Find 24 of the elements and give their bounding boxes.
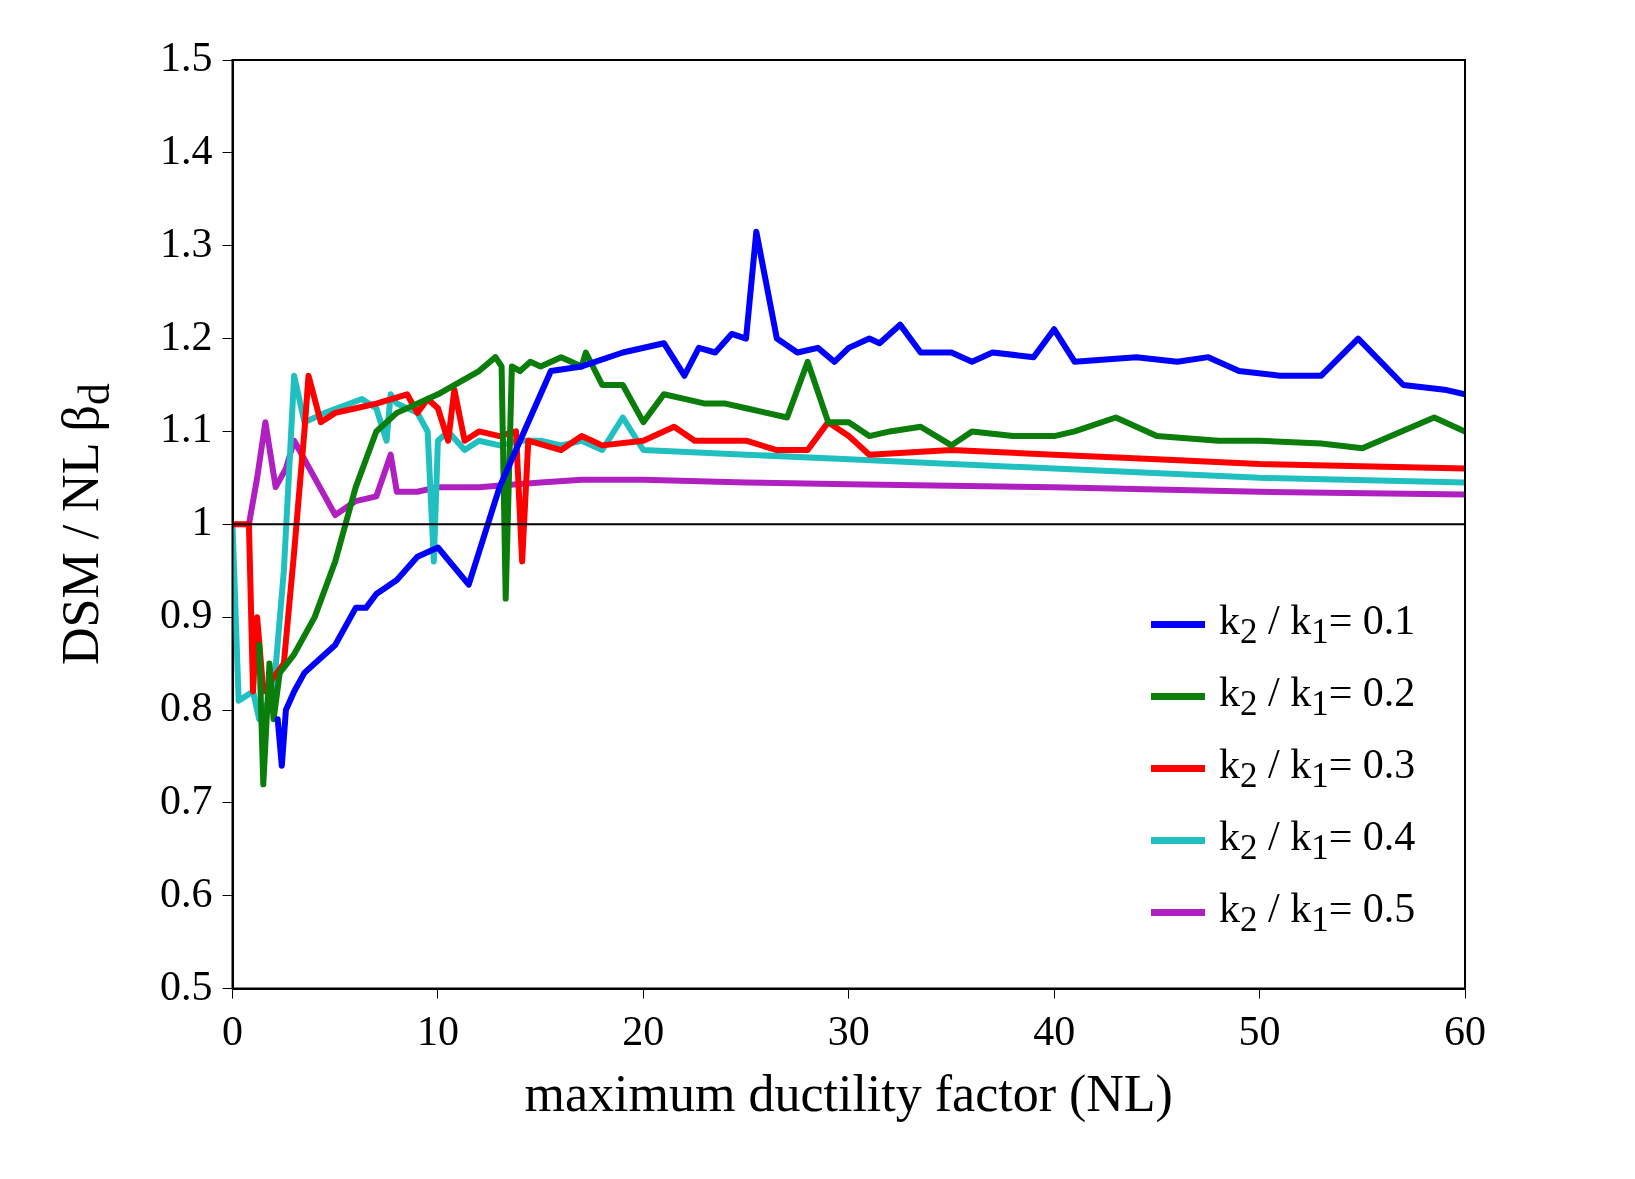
x-axis-title: maximum ductility factor (NL): [523, 1063, 1174, 1123]
y-tick-label: 0.7: [160, 776, 213, 823]
legend-label: k$_{2}$ / k$_{1}$= 0.4: [1219, 812, 1416, 869]
y-tick-label: 1.5: [160, 34, 213, 81]
y-tick-label: 0.6: [160, 869, 213, 916]
y-tick-label: 0.8: [160, 684, 213, 731]
y-tick-label: 0.5: [160, 962, 213, 1009]
x-tick-label: 60: [1444, 1007, 1486, 1054]
y-tick-label: 1.2: [160, 312, 213, 359]
x-tick-label: 0: [222, 1007, 243, 1054]
legend-label: k$_{2}$ / k$_{1}$= 0.3: [1219, 740, 1416, 797]
legend-label: k$_{2}$ / k$_{1}$= 0.2: [1219, 668, 1416, 725]
y-tick-label: 1.3: [160, 219, 213, 266]
y-tick-label: 1.1: [160, 405, 213, 452]
x-tick-label: 10: [416, 1007, 459, 1054]
y-tick-label: 1: [191, 498, 213, 545]
legend-label: k$_{2}$ / k$_{1}$= 0.5: [1219, 884, 1416, 941]
y-tick-label: 0.9: [160, 591, 213, 638]
legend-label: k$_{2}$ / k$_{1}$= 0.1: [1219, 596, 1416, 653]
x-tick-label: 20: [622, 1007, 665, 1054]
y-tick-label: 1.4: [160, 126, 213, 173]
x-tick-label: 30: [827, 1007, 870, 1054]
x-tick-label: 50: [1238, 1007, 1281, 1054]
x-tick-label: 40: [1033, 1007, 1076, 1054]
